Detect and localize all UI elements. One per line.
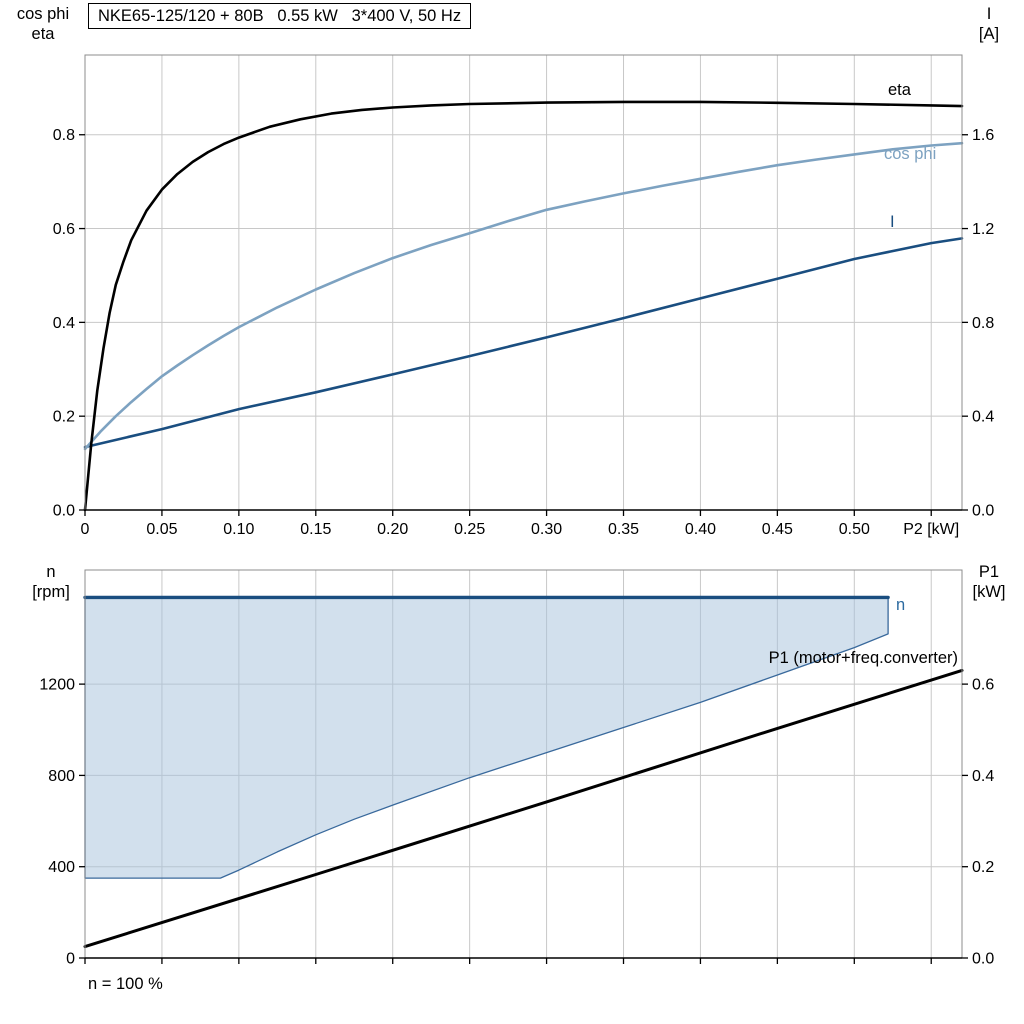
eta-axis-label: eta — [31, 25, 55, 43]
lower-chart: 0 400 800 1200 0.0 0.2 0.4 0.6 — [39, 569, 994, 968]
upper-chart: 0 0.05 0.10 0.15 0.20 0.25 0.30 0.35 0.40 0.45 0.5… — [53, 54, 994, 538]
svg-text:0.15: 0.15 — [300, 521, 331, 538]
svg-text:1.2: 1.2 — [972, 221, 994, 238]
rpm-unit-label: [rpm] — [32, 583, 70, 601]
svg-text:0.45: 0.45 — [762, 521, 793, 538]
speed-axis-label: n — [46, 563, 56, 581]
svg-text:0.0: 0.0 — [972, 503, 994, 520]
svg-text:0.35: 0.35 — [608, 521, 639, 538]
svg-text:0.20: 0.20 — [377, 521, 408, 538]
current-axis-label: I — [986, 5, 992, 23]
speed-percent-annotation: n = 100 % — [88, 975, 163, 993]
svg-text:1200: 1200 — [39, 677, 75, 694]
lower-left-axis-title: n [rpm] — [20, 562, 82, 602]
svg-text:0: 0 — [66, 951, 75, 968]
svg-text:0: 0 — [81, 521, 90, 538]
svg-text:0.25: 0.25 — [454, 521, 485, 538]
eta-series-label: eta — [888, 81, 911, 99]
svg-text:0.4: 0.4 — [53, 315, 75, 332]
svg-text:0.8: 0.8 — [53, 127, 75, 144]
chart-title-box: NKE65-125/120 + 80B 0.55 kW 3*400 V, 50 … — [88, 3, 472, 29]
svg-text:400: 400 — [48, 859, 75, 876]
svg-text:0.2: 0.2 — [53, 409, 75, 426]
svg-text:0.4: 0.4 — [972, 409, 994, 426]
svg-text:0.2: 0.2 — [972, 859, 994, 876]
svg-text:0.10: 0.10 — [223, 521, 254, 538]
current-series-label: I — [890, 213, 895, 231]
svg-text:0.40: 0.40 — [685, 521, 716, 538]
cos-phi-axis-label: cos phi — [16, 5, 70, 23]
cos-phi-series-label: cos phi — [884, 145, 937, 163]
svg-text:0.30: 0.30 — [531, 521, 562, 538]
svg-text:P2 [kW]: P2 [kW] — [903, 521, 959, 538]
svg-text:0.05: 0.05 — [146, 521, 177, 538]
svg-text:0.0: 0.0 — [972, 951, 994, 968]
svg-text:0.6: 0.6 — [972, 677, 994, 694]
p1-axis-label: P1 — [978, 563, 1000, 581]
lower-right-axis-title: P1 [kW] — [958, 562, 1020, 602]
svg-text:0.6: 0.6 — [53, 221, 75, 238]
svg-text:0.4: 0.4 — [972, 768, 994, 785]
svg-text:0.8: 0.8 — [972, 315, 994, 332]
speed-series-label: n — [896, 596, 906, 614]
svg-text:800: 800 — [48, 768, 75, 785]
upper-left-axis-title: cos phi eta — [4, 4, 82, 44]
p1-series-label: P1 (motor+freq.converter) — [768, 649, 958, 667]
svg-text:0.0: 0.0 — [53, 503, 75, 520]
svg-text:0.50: 0.50 — [839, 521, 870, 538]
svg-text:1.6: 1.6 — [972, 127, 994, 144]
kw-unit-label: [kW] — [972, 583, 1006, 601]
ampere-unit-label: [A] — [978, 25, 1000, 43]
upper-right-axis-title: I [A] — [960, 4, 1018, 44]
